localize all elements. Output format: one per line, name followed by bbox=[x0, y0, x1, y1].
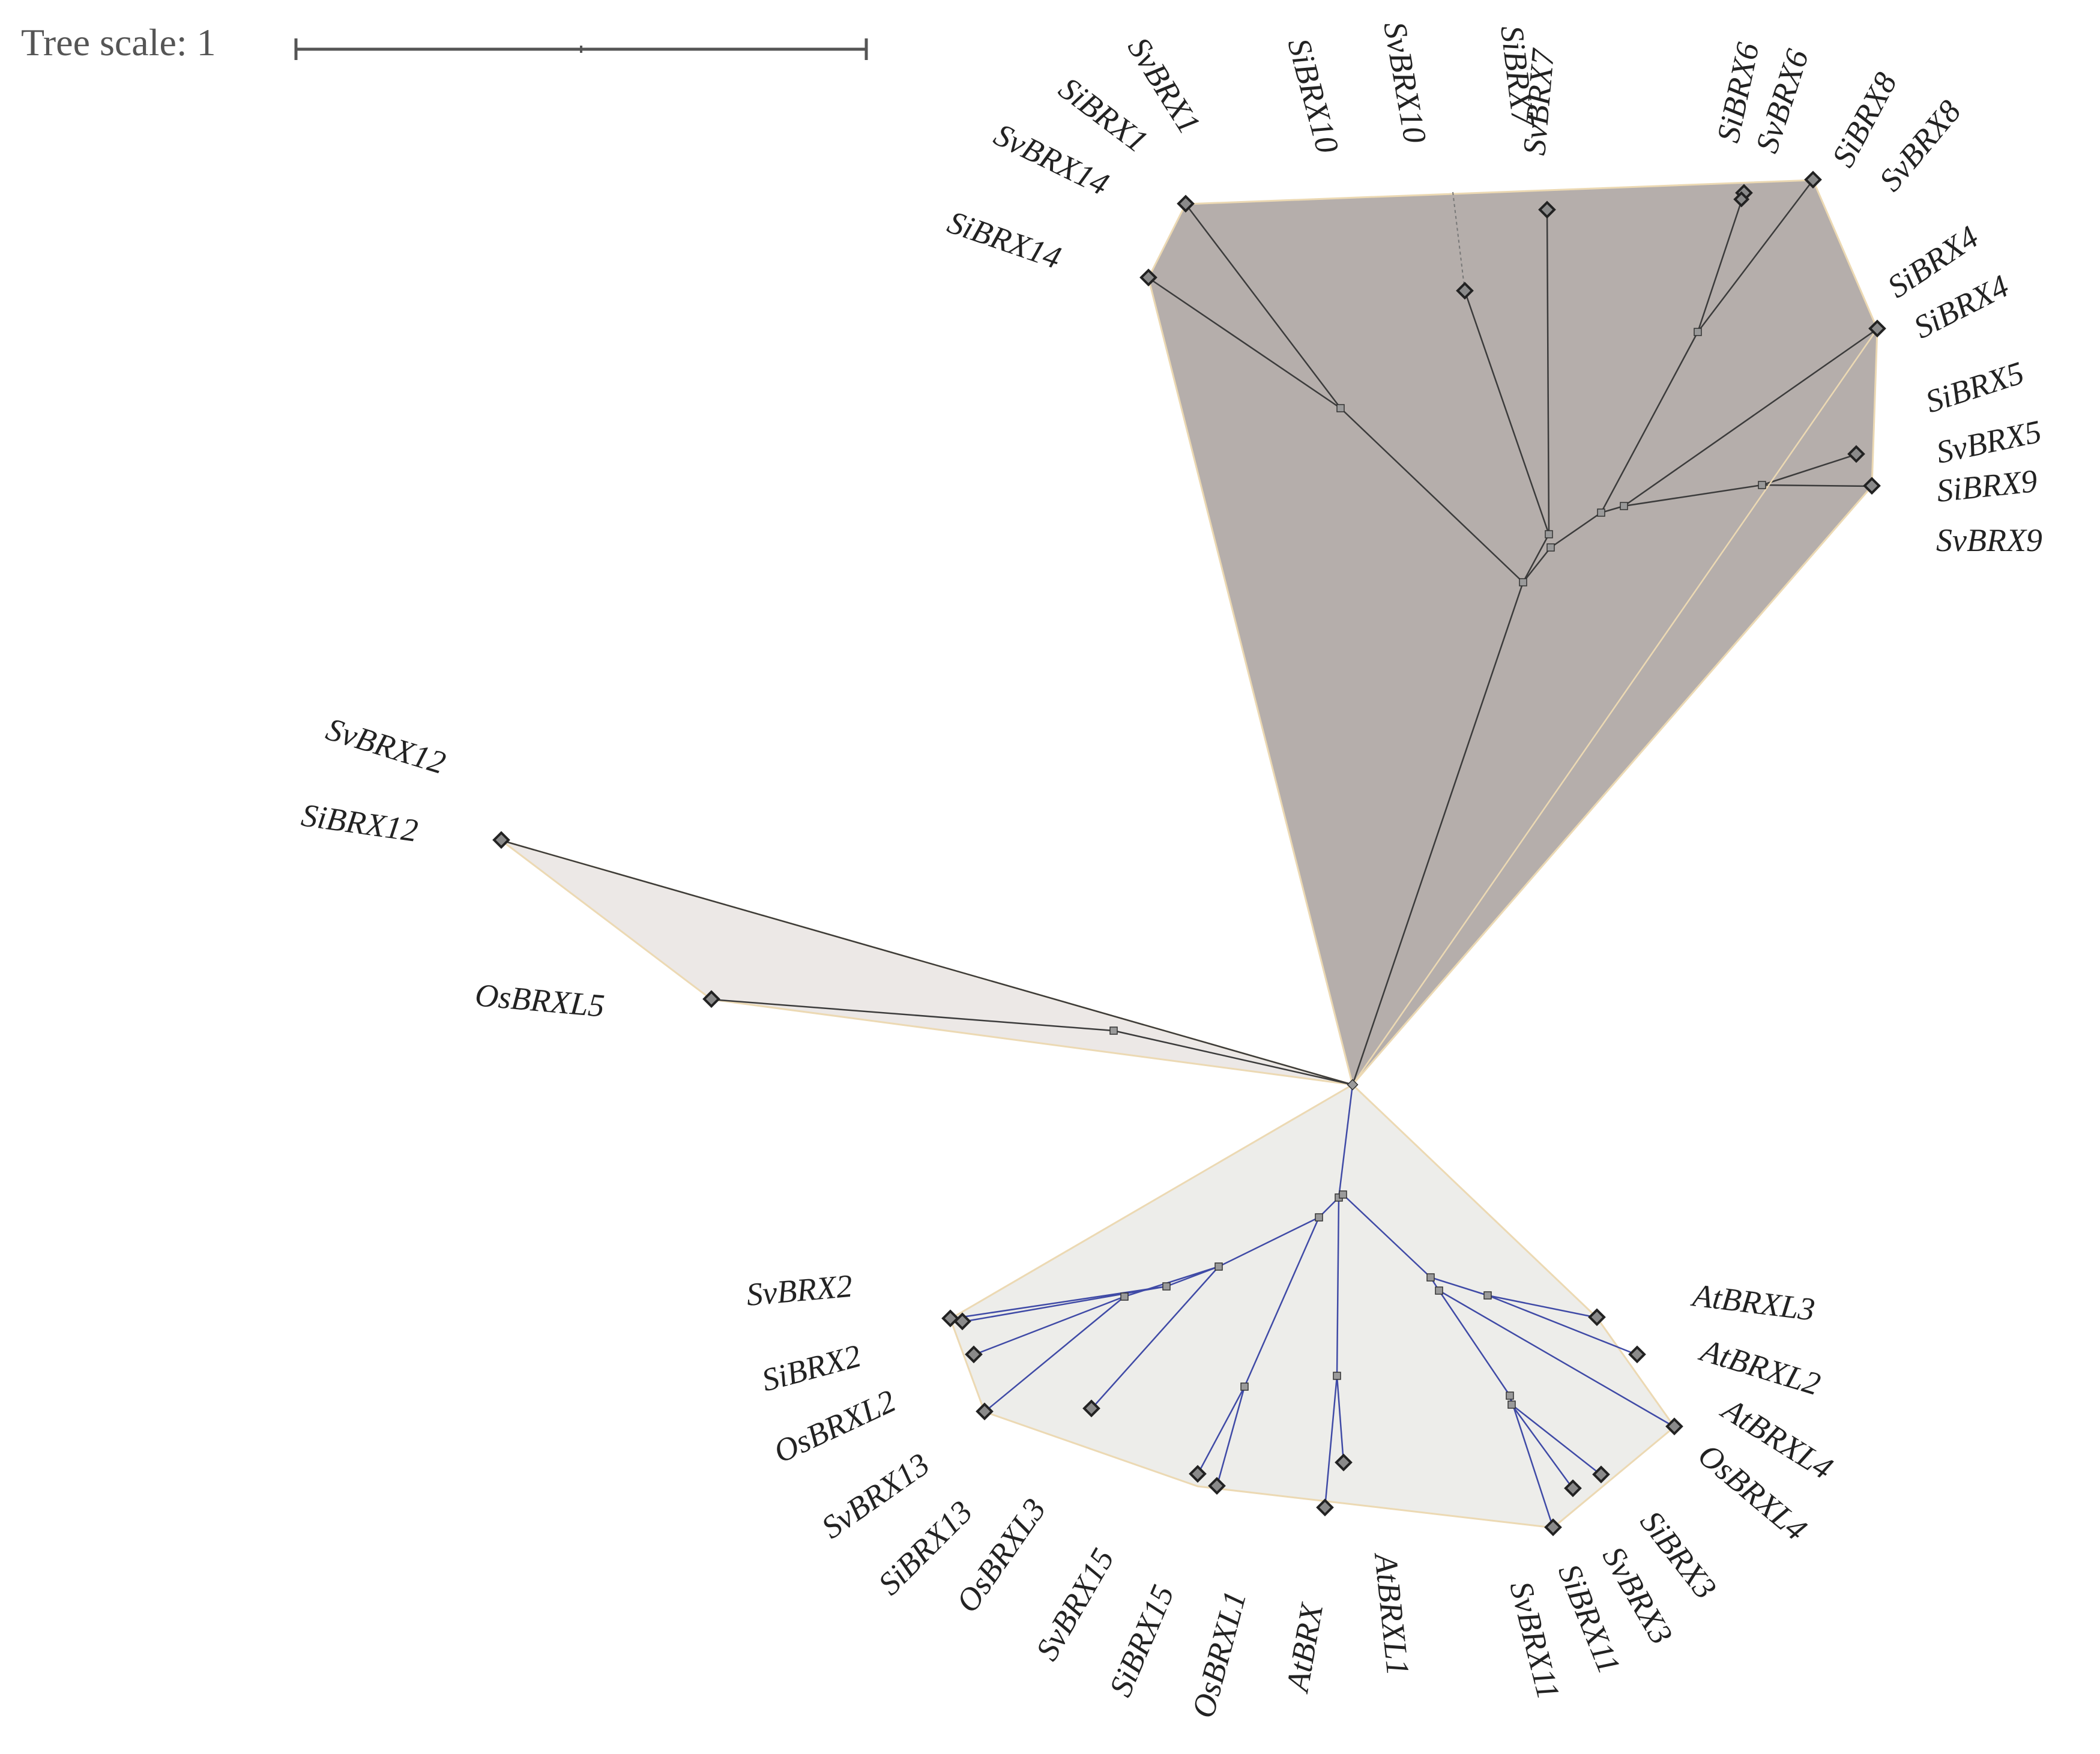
leaf-label: SiBRX10 bbox=[1281, 35, 1345, 157]
leaf-label: SiBRX12 bbox=[299, 797, 420, 849]
clade-brx-background bbox=[1147, 179, 1878, 1087]
leaf-label: SiBRX1 bbox=[1052, 70, 1154, 160]
leaf-label: AtBRXL3 bbox=[1689, 1277, 1817, 1328]
leaf-label: SiBRX2 bbox=[758, 1337, 865, 1398]
internal-nodes bbox=[1109, 328, 1766, 1409]
leaf-label: SvBRX9 bbox=[1936, 522, 2042, 558]
leaf-label: SvBRX5 bbox=[1933, 413, 2045, 470]
clade-brx12-branches bbox=[501, 839, 1353, 1086]
tree-scale-label: Tree scale: 1 bbox=[21, 21, 216, 64]
leaf-label: AtBRXL1 bbox=[1368, 1550, 1416, 1677]
leaf-label: SvBRX12 bbox=[322, 711, 450, 781]
tree-scale: Tree scale: 1 bbox=[21, 21, 868, 64]
clade-brxl-background bbox=[949, 1083, 1676, 1529]
leaf-label: SiBRX5 bbox=[1921, 354, 2028, 420]
leaf-label: SiBRX14 bbox=[943, 204, 1066, 276]
clade-brx-branches bbox=[1148, 179, 1878, 1085]
leaf-label: SvBRX2 bbox=[745, 1268, 854, 1313]
branch-svbrx10-dotted bbox=[1452, 191, 1465, 292]
leaf-label: OsBRXL2 bbox=[768, 1382, 901, 1470]
leaf-label: OsBRXL5 bbox=[474, 977, 606, 1024]
leaf-label: AtBRX bbox=[1279, 1600, 1330, 1696]
leaf-label: SiBRX15 bbox=[1102, 1580, 1181, 1702]
leaf-label: SvBRX11 bbox=[1503, 1578, 1567, 1702]
leaf-label: OsBRXL1 bbox=[1185, 1587, 1254, 1722]
clade-brxl-branches bbox=[950, 1084, 1675, 1528]
branch-brx4-light bbox=[1351, 328, 1878, 1085]
leaf-nodes bbox=[492, 170, 1886, 1537]
leaf-label: SiBRX9 bbox=[1935, 463, 2039, 509]
leaf-label: SvBRX15 bbox=[1028, 1542, 1121, 1666]
leaf-label: SvBRX10 bbox=[1377, 19, 1434, 146]
leaf-label: AtBRXL2 bbox=[1695, 1331, 1824, 1402]
